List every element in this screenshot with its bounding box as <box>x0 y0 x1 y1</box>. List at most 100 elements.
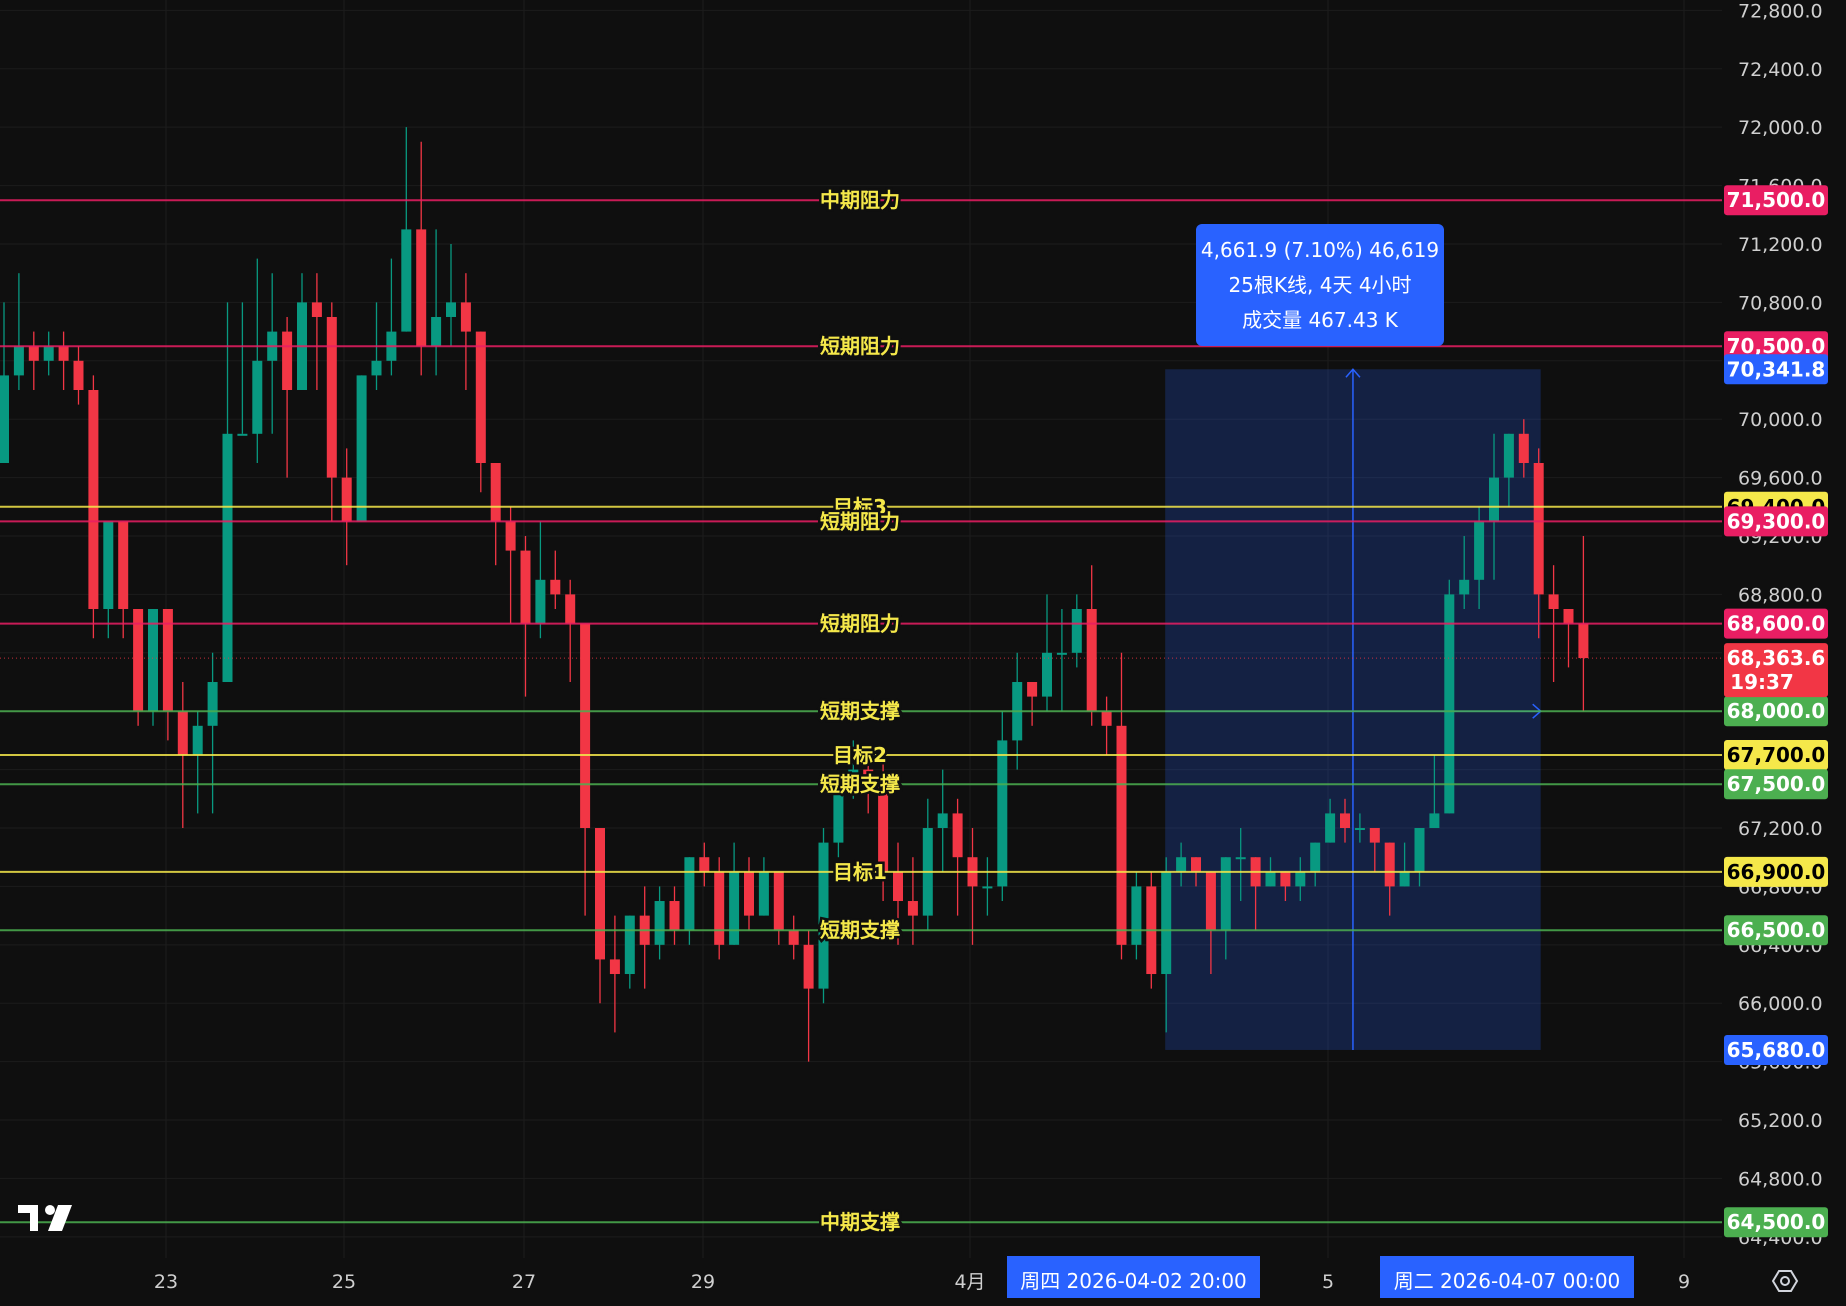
candle-body[interactable] <box>356 375 367 522</box>
candle-body[interactable] <box>1042 652 1052 697</box>
price-tag-res[interactable] <box>1724 185 1828 216</box>
candle-body[interactable] <box>1444 594 1455 814</box>
candle-body[interactable] <box>58 346 69 361</box>
candle-body[interactable] <box>1071 609 1082 653</box>
time-range-tag[interactable] <box>1007 1256 1260 1298</box>
candle-body[interactable] <box>1399 871 1410 887</box>
candle-body[interactable] <box>1101 711 1112 726</box>
candle-body[interactable] <box>609 959 620 975</box>
price-tag-tgt[interactable] <box>1724 740 1828 771</box>
candle-body[interactable] <box>624 915 635 975</box>
candle-body[interactable] <box>1265 871 1276 887</box>
price-tag-tgt[interactable] <box>1724 856 1828 887</box>
candle-body[interactable] <box>222 433 233 683</box>
price-tag-res[interactable] <box>1724 506 1828 537</box>
candle-body[interactable] <box>893 871 903 902</box>
candle-body[interactable] <box>1518 433 1529 463</box>
candle-body[interactable] <box>446 302 456 317</box>
candle-body[interactable] <box>595 828 605 960</box>
candle-body[interactable] <box>73 360 84 390</box>
candle-body[interactable] <box>1176 857 1187 872</box>
candle-body[interactable] <box>997 740 1008 887</box>
current-price-tag[interactable] <box>1724 643 1828 698</box>
candle-body[interactable] <box>982 886 993 889</box>
candle-body[interactable] <box>43 346 54 361</box>
candle-body[interactable] <box>1578 623 1589 659</box>
candle-body[interactable] <box>118 521 129 610</box>
time-range-tag[interactable] <box>1380 1256 1634 1298</box>
candle-body[interactable] <box>729 871 740 945</box>
candle-body[interactable] <box>818 842 829 989</box>
candle-body[interactable] <box>848 769 859 785</box>
candle-body[interactable] <box>177 711 188 756</box>
candle-body[interactable] <box>1086 609 1097 712</box>
candle-body[interactable] <box>0 375 9 463</box>
candle-body[interactable] <box>192 725 203 756</box>
candle-body[interactable] <box>371 360 382 376</box>
price-tag-res[interactable] <box>1724 608 1828 639</box>
candle-body[interactable] <box>669 901 680 931</box>
measure-high-tag[interactable] <box>1724 354 1828 385</box>
candle-body[interactable] <box>341 477 352 522</box>
candle-body[interactable] <box>803 944 814 989</box>
candle-body[interactable] <box>252 360 263 434</box>
candle-body[interactable] <box>1503 433 1514 478</box>
candle-body[interactable] <box>460 302 471 332</box>
candle-body[interactable] <box>1474 521 1485 580</box>
candle-body[interactable] <box>580 623 591 829</box>
candle-body[interactable] <box>1027 682 1038 697</box>
candle-body[interactable] <box>1056 652 1067 655</box>
candle-body[interactable] <box>863 769 874 785</box>
candle-body[interactable] <box>103 521 114 610</box>
candle-body[interactable] <box>416 229 427 347</box>
candle-body[interactable] <box>937 813 948 829</box>
candle-body[interactable] <box>1161 871 1172 975</box>
measure-info-box[interactable] <box>1196 224 1444 346</box>
candle-body[interactable] <box>237 433 248 436</box>
candle-body[interactable] <box>401 229 412 332</box>
candle-body[interactable] <box>744 871 754 916</box>
candle-body[interactable] <box>1548 594 1559 610</box>
measure-low-tag[interactable] <box>1724 1034 1828 1065</box>
candle-body[interactable] <box>490 462 501 522</box>
candle-body[interactable] <box>88 389 99 610</box>
candle-body[interactable] <box>1116 725 1127 945</box>
candle-body[interactable] <box>475 331 486 463</box>
candle-body[interactable] <box>788 930 799 945</box>
candle-body[interactable] <box>1489 477 1499 522</box>
candle-body[interactable] <box>684 857 695 931</box>
candle-body[interactable] <box>1369 828 1380 843</box>
price-tag-sup[interactable] <box>1724 1207 1828 1238</box>
candle-body[interactable] <box>1340 813 1350 829</box>
candle-body[interactable] <box>1191 857 1201 872</box>
candle-body[interactable] <box>1325 813 1336 843</box>
candle-body[interactable] <box>1429 813 1440 829</box>
candle-body[interactable] <box>699 857 710 872</box>
candle-body[interactable] <box>654 901 665 945</box>
price-tag-res[interactable] <box>1724 331 1828 362</box>
candle-body[interactable] <box>1280 871 1291 887</box>
candle-body[interactable] <box>1533 462 1544 595</box>
candle-body[interactable] <box>133 609 144 712</box>
candle-body[interactable] <box>550 579 561 595</box>
candle-body[interactable] <box>1459 579 1470 595</box>
candle-body[interactable] <box>1310 842 1321 872</box>
candle-body[interactable] <box>952 813 963 858</box>
candle-body[interactable] <box>1414 828 1425 872</box>
price-tag-sup[interactable] <box>1724 769 1828 800</box>
candle-body[interactable] <box>148 609 158 712</box>
candle-body[interactable] <box>907 901 918 916</box>
candle-body[interactable] <box>1354 828 1365 831</box>
candle-body[interactable] <box>1295 871 1306 887</box>
candle-body[interactable] <box>1235 857 1246 860</box>
candle-body[interactable] <box>326 316 337 478</box>
candle-body[interactable] <box>535 579 546 624</box>
candle-body[interactable] <box>505 521 516 551</box>
candle-body[interactable] <box>714 871 725 945</box>
price-tag-sup[interactable] <box>1724 915 1828 946</box>
candle-body[interactable] <box>1384 842 1395 887</box>
candle-body[interactable] <box>1220 857 1231 931</box>
candle-body[interactable] <box>431 316 442 347</box>
gear-icon[interactable] <box>1771 1270 1799 1292</box>
candle-body[interactable] <box>207 682 218 726</box>
